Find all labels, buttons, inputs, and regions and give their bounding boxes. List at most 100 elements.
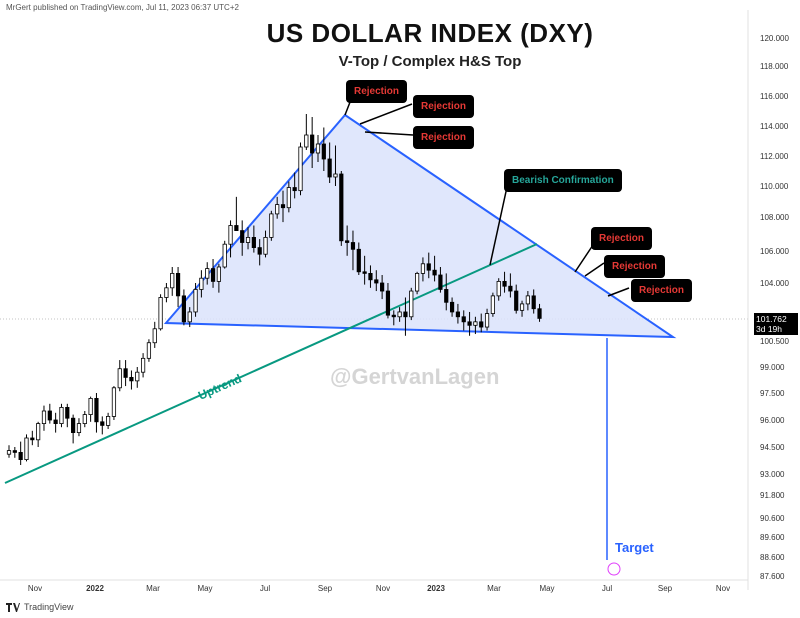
candle (82, 411, 87, 428)
candle-body (24, 437, 29, 461)
uptrend-line (4, 243, 538, 484)
candle (368, 265, 373, 288)
candle (251, 225, 256, 253)
candle-body (275, 204, 280, 215)
candle (30, 430, 35, 446)
candle (473, 316, 478, 335)
candle-body (135, 371, 140, 382)
candle-body (432, 269, 437, 276)
candle-body (12, 450, 17, 453)
candle (380, 275, 385, 300)
candle (304, 114, 309, 150)
candle-body (152, 328, 157, 344)
candle (519, 300, 525, 317)
candle-body (36, 423, 41, 441)
triangle-shape (163, 113, 677, 339)
candle-body (111, 387, 117, 417)
y-tick-label: 97.500 (760, 389, 785, 398)
candle-body (397, 311, 402, 318)
candle (455, 303, 461, 324)
tradingview-logo-icon (6, 602, 20, 612)
candle (228, 220, 233, 258)
candle (187, 307, 192, 328)
y-tick-label: 118.000 (760, 62, 789, 71)
candle (345, 225, 350, 256)
candle-body (82, 414, 87, 425)
candle-body (88, 397, 93, 415)
candle-body (315, 143, 321, 154)
candle-body (304, 134, 309, 148)
candle-body (234, 225, 239, 231)
candle-body (280, 204, 286, 209)
candle (467, 311, 472, 336)
candle (41, 405, 47, 431)
candle (170, 267, 175, 296)
y-tick-label: 96.000 (760, 416, 785, 425)
rejection-callout-2: Rejection (413, 95, 475, 118)
candle (94, 393, 99, 433)
candle-body (53, 419, 58, 424)
candle-body (263, 236, 268, 255)
candle-body (41, 410, 47, 425)
candle-body (444, 289, 449, 303)
candle-body (356, 248, 361, 273)
tradingview-logo[interactable]: TradingView (6, 602, 74, 612)
candle (280, 190, 286, 223)
candle-body (216, 266, 221, 282)
rejection-callout-5: Rejection (604, 255, 666, 278)
rejection-callout-1: Rejection (346, 80, 408, 103)
candle-body (6, 450, 12, 455)
candle-body (310, 134, 315, 154)
y-tick-label: 104.000 (760, 279, 789, 288)
x-tick-label: Sep (318, 584, 333, 593)
candle-body (47, 410, 52, 421)
candle-body (385, 290, 391, 316)
y-tick-label: 94.500 (760, 443, 785, 452)
candle-body (292, 187, 297, 192)
watermark: @GertvanLagen (330, 364, 500, 389)
y-tick-label: 120.000 (760, 34, 789, 43)
candle (175, 267, 181, 308)
x-tick-label: Mar (146, 584, 160, 593)
target-label: Target (615, 540, 654, 555)
candle-body (514, 290, 519, 311)
candle (531, 289, 536, 314)
candle-body (187, 311, 192, 323)
candle (210, 259, 216, 288)
y-tick-label: 89.600 (760, 533, 785, 542)
candle (496, 278, 501, 301)
current-price-box: 101.762 3d 19h (754, 313, 798, 335)
candle (106, 412, 111, 429)
candle-body (345, 240, 350, 243)
candle (484, 308, 490, 331)
y-tick-label: 99.000 (760, 363, 785, 372)
callout-pointer (364, 131, 414, 136)
candle (222, 240, 227, 269)
candle-body (537, 308, 542, 319)
candle (292, 172, 297, 199)
candle (76, 418, 82, 437)
y-tick-label: 114.000 (760, 122, 789, 131)
candle (140, 353, 146, 378)
candle-body (199, 277, 204, 290)
candle (508, 273, 513, 298)
publisher-header: MrGert published on TradingView.com, Jul… (6, 3, 239, 12)
candle-body (170, 272, 175, 289)
candle (53, 412, 58, 433)
candle-body (438, 274, 443, 290)
candle (438, 267, 443, 293)
candle-body (222, 243, 227, 268)
candle (479, 313, 484, 333)
candle-body (117, 368, 122, 389)
triangle-pattern (4, 96, 677, 576)
candle-body (30, 437, 35, 441)
x-tick-label: Sep (658, 584, 673, 593)
candle (391, 310, 396, 326)
candle-body (59, 406, 64, 424)
candle (100, 416, 105, 435)
callout-pointer (359, 103, 413, 125)
callout-pointer (574, 244, 594, 273)
candle-body (420, 263, 426, 274)
candle (129, 370, 134, 390)
candle-body (321, 143, 326, 160)
